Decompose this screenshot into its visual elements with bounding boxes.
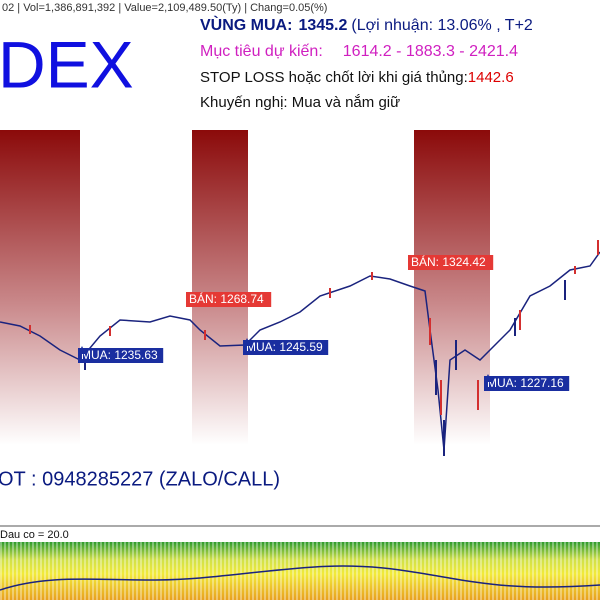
candles: [29, 240, 599, 415]
buy-box: [78, 348, 164, 363]
buy-arrow: [78, 346, 86, 354]
buy-arrow: [484, 374, 492, 382]
advice: Khuyến nghị: Mua và nắm giữ: [200, 94, 400, 111]
ticker: DEX: [0, 27, 134, 101]
stop-loss: STOP LOSS hoặc chốt lời khi giá thủng:14…: [200, 69, 514, 86]
signal-label: BÁN: 1324.42: [411, 254, 486, 269]
signal-label: BÁN: 1268.74: [189, 291, 264, 306]
target: Mục tiêu dự kiến: 1614.2 - 1883.3 - 2421.…: [200, 43, 518, 60]
sell-zone: [192, 130, 248, 445]
sell-box: [186, 292, 272, 307]
contact: OT : 0948285227 (ZALO/CALL): [0, 468, 280, 490]
status-bar: 02 | Vol=1,386,891,392 | Value=2,109,489…: [2, 2, 327, 14]
indicator-stripes: [0, 542, 600, 600]
indicator-line: [0, 565, 600, 591]
buy-box: [243, 340, 329, 355]
price-line: [0, 251, 600, 451]
signal-label: MUA: 1227.16: [487, 376, 564, 390]
sell-zone: [0, 130, 80, 445]
indicator-label: Dau co = 20.0: [0, 529, 69, 541]
buy-box: [484, 376, 570, 391]
buy-arrow: [243, 338, 251, 346]
signal-label: MUA: 1245.59: [246, 340, 323, 354]
sell-box: [408, 255, 494, 270]
buy-zone: VÙNG MUA: 1345.2 (Lợi nhuận: 13.06% , T+2: [200, 15, 533, 34]
signal-label: MUA: 1235.63: [81, 348, 158, 362]
